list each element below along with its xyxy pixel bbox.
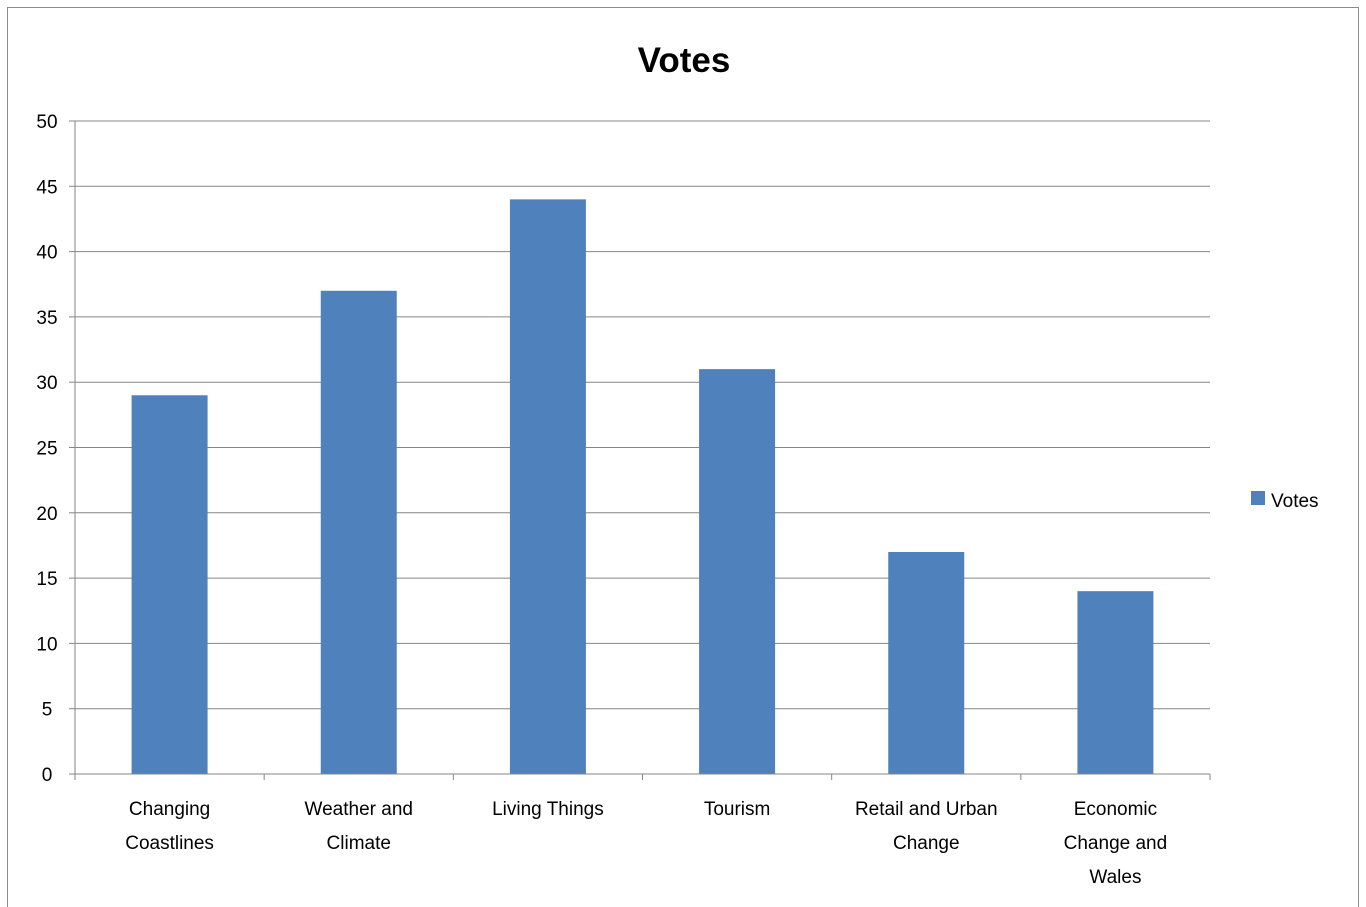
x-category-label: Change and [1064,833,1168,854]
y-tick-label: 5 [42,700,53,721]
x-category-label: Retail and Urban [855,799,998,820]
bar [699,369,776,774]
chart-frame [7,7,1359,907]
y-axis-tick-labels: 0 5 10 15 20 25 30 35 40 45 50 [36,112,57,786]
y-tick-label: 15 [36,569,57,590]
x-category-label: Living Things [492,799,604,820]
x-category-label: Wales [1089,867,1141,888]
gridlines [69,120,1210,775]
x-category-label: Climate [327,833,391,854]
y-tick-label: 10 [36,634,57,655]
bar [131,395,208,774]
x-category-label: Changing [129,799,210,820]
y-tick-label: 35 [36,308,57,329]
y-tick-label: 25 [36,439,57,460]
y-tick-label: 40 [36,243,57,264]
legend-label: Votes [1271,491,1319,512]
x-category-label: Economic [1074,799,1157,820]
y-tick-label: 45 [36,177,57,198]
legend-swatch [1251,491,1265,505]
x-category-label: Tourism [704,799,771,820]
bar [1077,591,1154,774]
x-axis [74,121,1211,780]
x-axis-category-labels: Changing Coastlines Weather and Climate Livi… [125,799,1167,888]
bar [888,551,965,774]
bar [320,290,397,774]
bars [131,199,1154,775]
x-category-label: Coastlines [125,833,214,854]
y-tick-label: 30 [36,373,57,394]
x-category-label: Weather and [305,799,413,820]
x-category-label: Change [893,833,960,854]
chart-title: Votes [638,41,731,80]
y-tick-label: 20 [36,504,57,525]
y-tick-label: 50 [36,112,57,133]
legend: Votes [1251,491,1319,512]
y-tick-label: 0 [42,765,53,786]
bar [509,199,586,775]
